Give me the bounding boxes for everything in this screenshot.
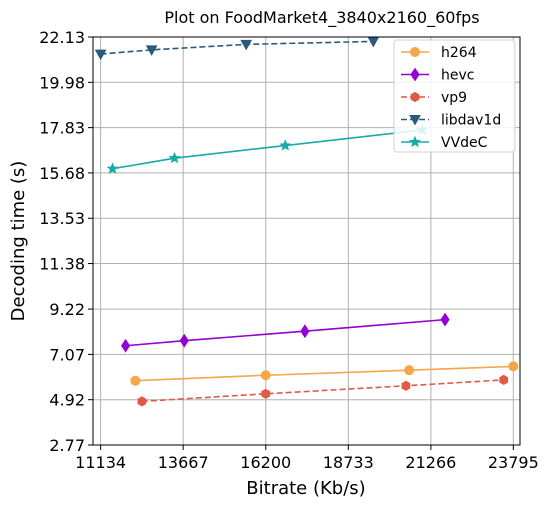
y-tick-label: 19.98 [39, 73, 85, 92]
x-tick-label: 18733 [323, 453, 374, 472]
data-point [440, 312, 450, 327]
x-tick-label: 16200 [240, 453, 291, 472]
series-vp9 [137, 374, 509, 407]
legend-label: VVdeC [441, 135, 488, 151]
legend-label: vp9 [441, 90, 467, 106]
x-tick-label: 21266 [405, 453, 456, 472]
legend-box [393, 39, 516, 153]
legend-label: h264 [441, 45, 477, 61]
data-point [499, 374, 509, 385]
data-point [508, 361, 519, 372]
y-tick-label: 22.13 [39, 28, 85, 47]
y-tick-label: 17.83 [39, 119, 85, 138]
data-point [179, 333, 189, 348]
legend-item-vp9: vp9 [401, 90, 467, 106]
y-axis-title: Decoding time (s) [8, 161, 29, 322]
y-tick-label: 13.53 [39, 209, 85, 228]
data-point [261, 388, 271, 399]
y-tick-label: 7.07 [49, 345, 85, 364]
legend-marker [408, 135, 422, 148]
legend-item-h264: h264 [401, 45, 477, 61]
legend-marker [410, 91, 420, 103]
series-libdav1d [94, 36, 380, 61]
plot-frame [92, 36, 521, 446]
legend-marker [410, 47, 420, 57]
series-hevc [120, 312, 450, 353]
x-axis-title: Bitrate (Kb/s) [246, 478, 365, 499]
x-tick-label: 11134 [75, 453, 126, 472]
data-point [106, 162, 119, 174]
axis-ticks: 11134 13667 16200 18733 21266 23795 2.77 4.92 7.… [39, 28, 539, 472]
data-point [240, 39, 253, 51]
series-h264 [130, 361, 519, 386]
x-tick-label: 13667 [158, 453, 209, 472]
legend-item-VVdeC: VVdeC [401, 135, 488, 151]
data-point [279, 139, 292, 151]
data-point [168, 151, 181, 164]
series-line-libdav1d [100, 40, 374, 55]
series-line-VVdeC [112, 129, 423, 170]
data-point [404, 365, 415, 376]
series-layer [94, 36, 519, 407]
legend-label: hevc [441, 68, 474, 84]
legend-item-hevc: hevc [401, 68, 474, 84]
chart-title: Plot on FoodMarket4_3840x2160_60fps [164, 8, 479, 28]
data-point [137, 396, 147, 407]
series-line-hevc [125, 318, 446, 347]
legend: h264 hevc vp9 libdav1d VVdeC [393, 39, 516, 153]
y-tick-label: 4.92 [49, 391, 85, 410]
data-point [94, 49, 107, 61]
y-tick-label: 2.77 [49, 436, 85, 455]
data-point [130, 375, 141, 386]
legend-marker [409, 115, 421, 126]
series-line-h264 [135, 365, 514, 382]
series-line-vp9 [141, 379, 504, 403]
data-point [145, 45, 158, 56]
data-point [300, 324, 310, 339]
legend-item-libdav1d: libdav1d [401, 113, 501, 129]
legend-label: libdav1d [441, 113, 501, 129]
y-tick-label: 15.68 [39, 164, 85, 183]
data-point [120, 338, 131, 353]
x-tick-label: 23795 [488, 453, 539, 472]
legend-marker [410, 67, 420, 82]
y-tick-label: 11.38 [39, 255, 85, 274]
data-point [260, 370, 271, 381]
y-tick-label: 9.22 [49, 300, 85, 319]
data-point [401, 380, 411, 391]
